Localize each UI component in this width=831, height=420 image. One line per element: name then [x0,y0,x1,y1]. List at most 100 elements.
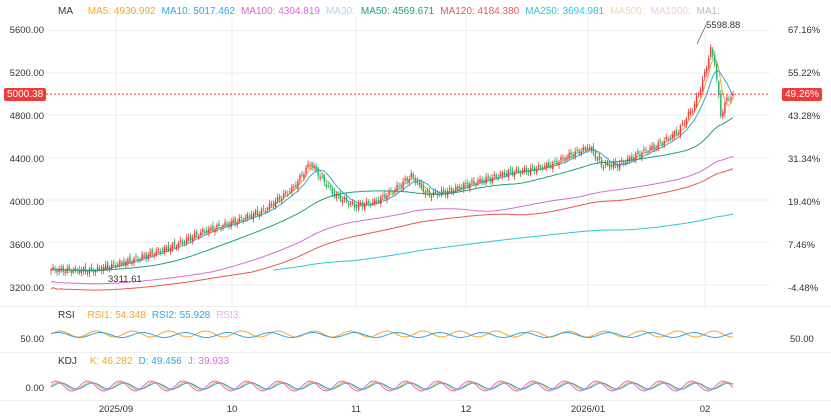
candle [554,157,556,165]
candle [299,172,301,185]
kdj-legend-item-0: K: 46.282 [89,356,133,367]
candle [62,263,64,276]
candle [76,267,79,275]
candle [353,200,356,211]
price-tick-label: 4400.00 [9,154,44,165]
candle [594,149,597,162]
kdj-legend-label: KDJ [58,356,77,367]
candle [645,146,647,154]
candlestick-chart[interactable]: 5598.88 3311.61 [46,18,770,308]
main-legend-label: MA [58,6,73,17]
candle [382,192,384,200]
candle [232,216,234,225]
candle [177,240,180,251]
candle [424,189,427,199]
candle [157,246,159,254]
candle [349,201,352,208]
candle [191,234,194,245]
candle [623,159,625,167]
candle [499,170,501,179]
candle [515,166,518,174]
candle [469,181,471,193]
candle [564,155,566,164]
candle [129,253,131,264]
candle [453,188,455,196]
candle [440,186,443,198]
candle [210,224,212,233]
candle [529,164,532,177]
rsi2-line [50,331,734,339]
candle [285,189,287,197]
candle [558,159,560,169]
candle [384,190,386,200]
candle [544,162,546,171]
candle [600,156,603,169]
time-tick-label: 2025/09 [98,404,134,415]
candle [345,193,348,204]
candle [602,164,605,171]
divider [0,400,831,401]
candle [548,159,550,169]
candle [214,226,216,236]
candle [633,154,635,162]
candle [491,174,493,186]
candle [230,218,232,230]
candle [463,181,465,194]
divider [0,352,831,353]
rsi-legend-item-1: RSI2: 55.928 [151,310,211,321]
candle [147,251,149,262]
candle [131,259,133,267]
candle [266,206,269,214]
candle [511,166,514,177]
candle [361,200,364,211]
candle [574,147,576,160]
candle [507,168,510,181]
candle [167,241,170,253]
candle [246,211,249,222]
candle [297,178,299,193]
candle [588,144,591,152]
candle [479,175,481,184]
rsi-axis-left: 50.00 [20,334,44,345]
percent-tick-label: 55.22% [788,68,821,79]
candle [163,244,166,256]
candle [552,160,554,173]
candle [274,197,277,210]
percent-tick-label: 67.16% [788,25,821,36]
time-tick-label: 02 [699,404,711,415]
candle [305,165,307,177]
candle [477,177,479,186]
candle [455,183,457,193]
candle [517,166,520,174]
candle [396,181,398,193]
candle [392,189,394,197]
candle [72,267,74,275]
low-price-label: 3311.61 [108,274,142,285]
candle [631,152,633,163]
candle [459,183,461,193]
candle [363,201,366,212]
candle [416,177,419,186]
candle [608,160,611,171]
candle [258,211,261,220]
ma5-line [50,58,734,272]
candle [663,137,665,148]
candle [204,228,206,236]
candle [716,60,718,83]
candle [365,197,368,207]
ma-legend-item-9: MA1: [696,6,720,17]
candle [193,229,196,241]
candle [519,169,522,178]
candle [386,193,388,204]
candle [327,181,329,189]
candle [408,175,410,186]
candle [339,190,342,203]
candle [497,174,499,181]
candle [108,265,111,273]
candle [378,196,380,204]
candle [153,252,155,259]
candle [311,160,313,171]
candle [657,138,659,152]
candle [720,89,722,119]
candle [309,161,311,169]
